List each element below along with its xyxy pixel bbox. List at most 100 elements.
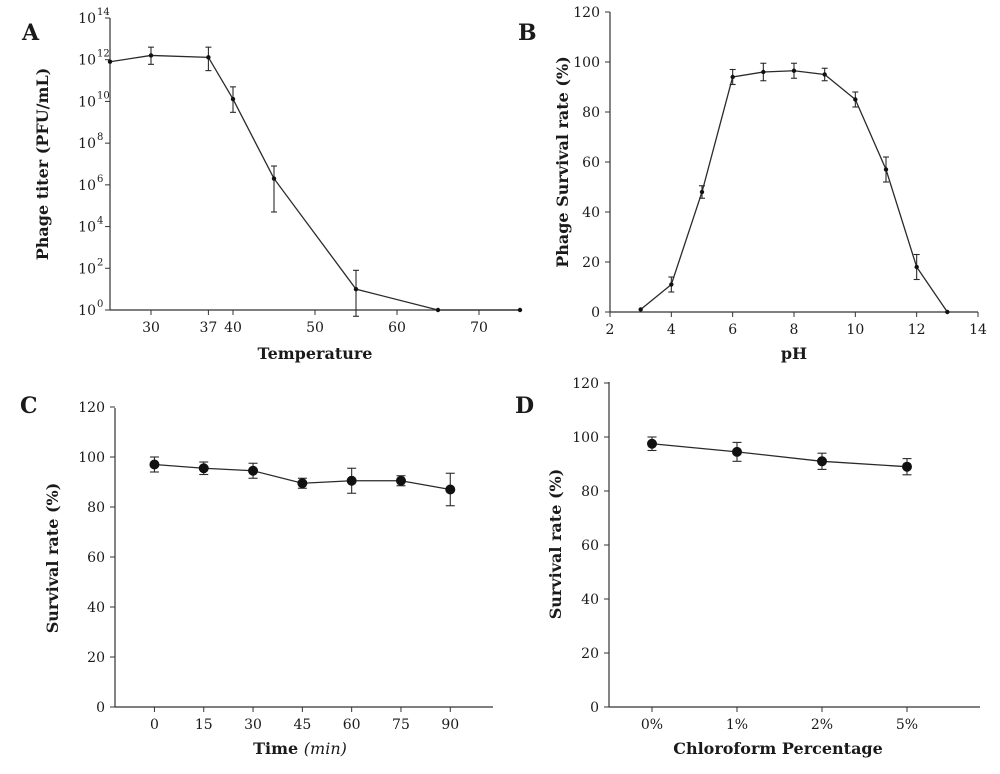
x-tick-label: 75 — [392, 717, 410, 733]
x-tick-label: 70 — [470, 320, 488, 336]
data-point — [271, 176, 277, 181]
x-tick-label: 15 — [195, 717, 213, 733]
y-tick-label: 40 — [582, 205, 600, 221]
data-point — [902, 461, 912, 472]
y-tick-label: 10 — [78, 220, 96, 236]
x-tick-label: 8 — [790, 322, 799, 338]
panel-b-axes — [609, 12, 978, 313]
data-point — [353, 286, 359, 292]
y-tick-label: 10 — [78, 178, 96, 194]
series-line — [651, 443, 908, 468]
x-tick-label: 14 — [969, 322, 987, 338]
x-tick-label: 0% — [641, 717, 663, 733]
data-point — [945, 309, 950, 315]
y-tick-exponent: 2 — [97, 257, 103, 268]
data-point — [107, 59, 113, 64]
y-tick-exponent: 4 — [97, 216, 103, 227]
data-point — [647, 438, 657, 449]
data-point — [148, 53, 154, 58]
y-tick-label: 10 — [78, 261, 96, 277]
panel-c-x-label-unit: (min) — [304, 739, 347, 758]
data-point — [914, 264, 919, 270]
panel-c-axes — [114, 408, 493, 708]
panel-b-y-ticks: 0 20 40 60 80 100 120 — [573, 5, 610, 321]
y-tick-label: 10 — [78, 53, 96, 69]
y-tick-exponent: 6 — [97, 174, 103, 185]
panel-d-series — [647, 436, 912, 476]
y-tick-label: 10 — [78, 11, 96, 27]
data-point — [395, 475, 406, 486]
data-point — [230, 96, 236, 102]
panel-d-x-ticks: 0% 1% 2% 5% — [641, 707, 918, 733]
y-tick-label: 40 — [581, 592, 599, 608]
y-tick-label: 10 — [78, 94, 96, 110]
x-tick-label: 5% — [896, 717, 918, 733]
x-tick-label: 37 — [199, 320, 217, 336]
y-tick-exponent: 8 — [97, 132, 103, 143]
y-tick-exponent: 12 — [97, 49, 110, 60]
y-tick-base: 10 — [78, 303, 96, 319]
data-point — [445, 484, 456, 495]
y-tick-label: 120 — [572, 376, 599, 392]
panel-a-x-ticks: 30 37 40 50 60 70 — [142, 310, 488, 336]
panel-a-axes — [109, 18, 520, 311]
x-tick-label: 4 — [667, 322, 676, 338]
panel-c-series — [149, 456, 456, 507]
data-point — [638, 307, 643, 312]
x-tick-label: 0 — [150, 717, 159, 733]
data-point — [198, 463, 209, 474]
series-line — [109, 54, 520, 311]
panel-d: D 0% 1% 2% 5% 0 20 40 60 80 100 120 Chloroform Pe… — [515, 376, 980, 758]
panel-b: B 2 4 6 8 10 12 14 0 20 40 60 80 100 120 pH Phage Su… — [518, 5, 987, 363]
x-tick-label: 30 — [244, 717, 262, 733]
panel-c-letter: C — [20, 393, 38, 419]
panel-d-axes — [608, 382, 980, 708]
panel-b-series — [638, 62, 950, 315]
panel-d-y-ticks: 0 20 40 60 80 100 120 — [572, 376, 609, 716]
data-point — [346, 475, 357, 486]
panel-a-x-label: Temperature — [258, 344, 373, 363]
y-tick-label: 80 — [582, 105, 600, 121]
data-point — [883, 167, 889, 172]
panel-a-series — [107, 46, 523, 317]
y-tick-label: 60 — [581, 538, 599, 554]
panel-d-y-label: Survival rate (%) — [546, 469, 565, 620]
y-tick-label: 10 — [78, 303, 96, 319]
data-point — [732, 446, 742, 457]
data-point — [297, 478, 308, 489]
y-tick-label: 20 — [581, 646, 599, 662]
data-point — [206, 55, 211, 60]
x-tick-label: 60 — [343, 717, 361, 733]
data-point — [853, 97, 858, 102]
y-tick-label: 120 — [78, 400, 105, 416]
y-tick-base: 10 — [78, 94, 96, 110]
panel-b-y-label: Phage Survival rate (%) — [553, 56, 572, 268]
x-tick-label: 50 — [306, 320, 324, 336]
x-tick-label: 2% — [811, 717, 833, 733]
y-tick-label: 120 — [573, 5, 600, 21]
x-tick-label: 45 — [293, 717, 311, 733]
x-tick-label: 6 — [728, 322, 737, 338]
x-tick-label: 10 — [846, 322, 864, 338]
y-tick-label: 60 — [87, 550, 105, 566]
data-point — [791, 68, 797, 73]
y-tick-label: 100 — [78, 450, 105, 466]
x-tick-label: 12 — [908, 322, 926, 338]
y-tick-exponent: 10 — [97, 90, 110, 101]
data-point — [817, 456, 827, 467]
y-tick-label: 10 — [78, 136, 96, 152]
panel-c-x-label: Time (min) — [253, 739, 347, 758]
y-tick-label: 40 — [87, 600, 105, 616]
data-point — [761, 69, 766, 75]
panel-d-x-label: Chloroform Percentage — [673, 739, 883, 758]
x-tick-label: 60 — [388, 320, 406, 336]
x-tick-label: 30 — [142, 320, 160, 336]
y-tick-base: 10 — [78, 178, 96, 194]
panel-c-x-ticks: 0 15 30 45 60 75 90 — [150, 707, 459, 733]
y-tick-label: 0 — [590, 700, 599, 716]
x-tick-label: 90 — [441, 717, 459, 733]
data-point — [517, 307, 523, 313]
